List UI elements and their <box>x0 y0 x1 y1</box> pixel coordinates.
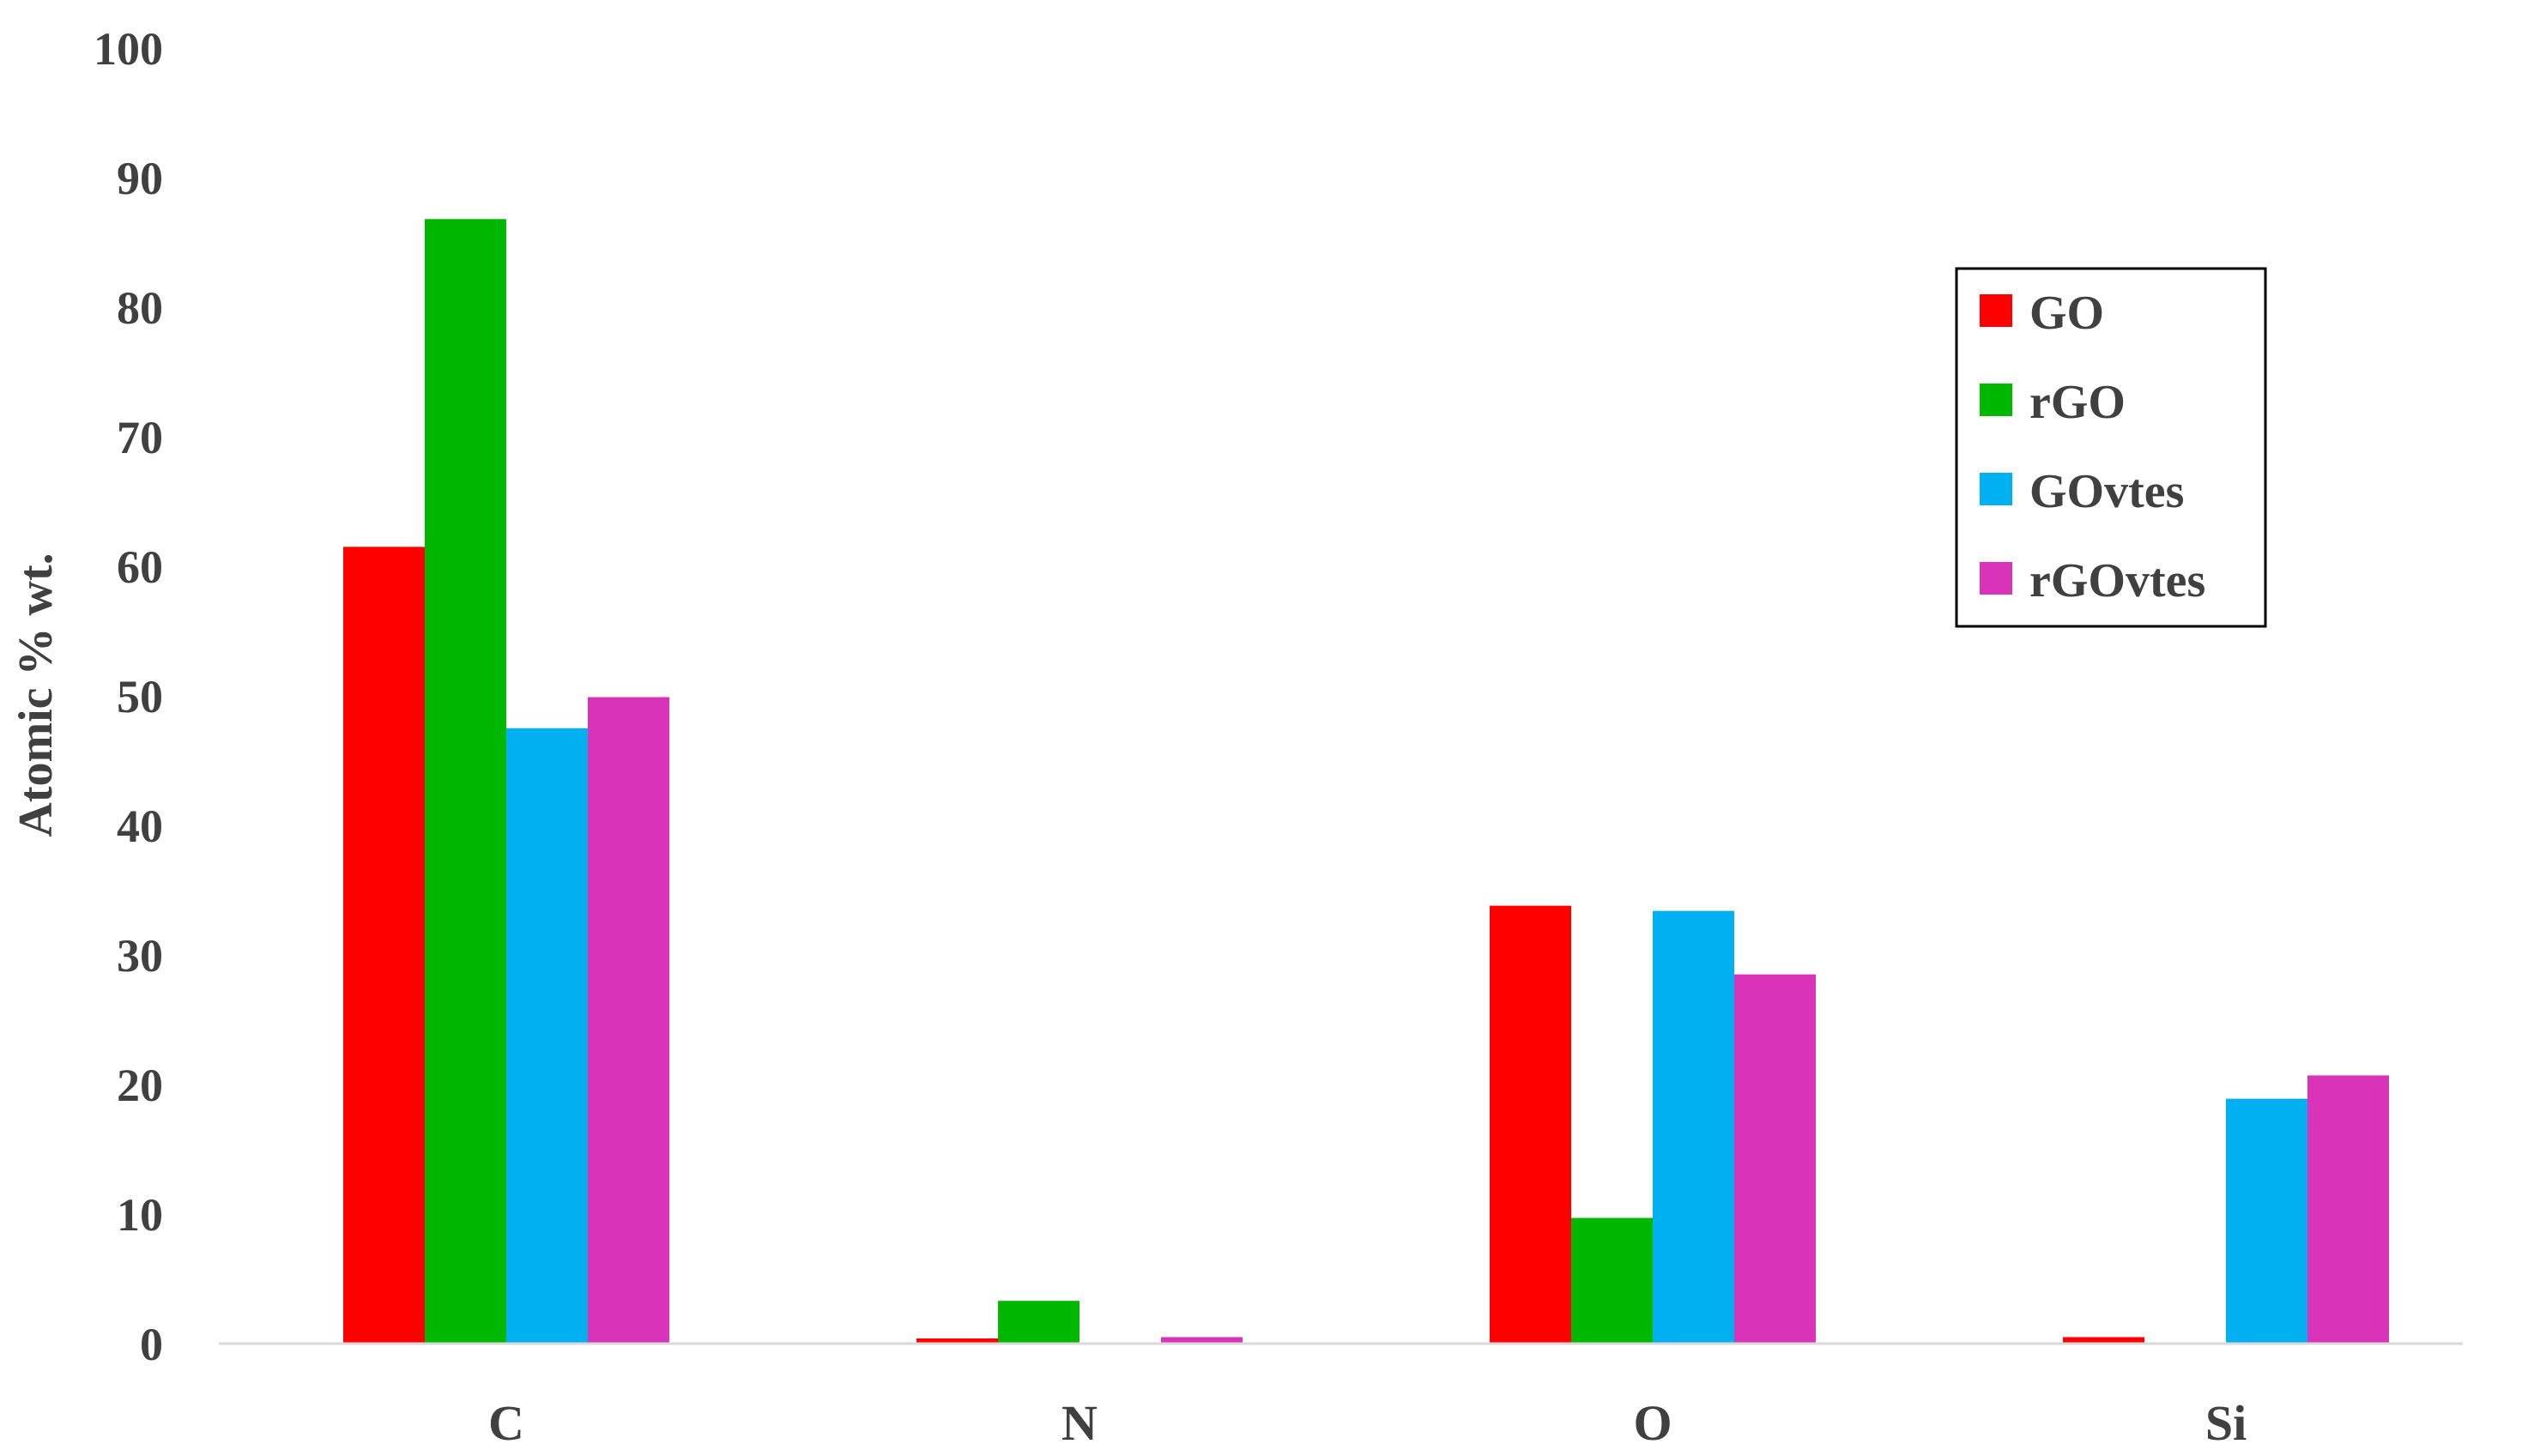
x-axis-ticks: C N O Si <box>488 1395 2247 1451</box>
bars <box>343 219 2389 1344</box>
bar-rgo-o <box>1571 1217 1653 1344</box>
bar-rgo-c <box>425 219 506 1344</box>
bar-go-o <box>1490 905 1571 1344</box>
y-tick-label: 90 <box>117 153 163 204</box>
y-tick-label: 30 <box>117 930 163 982</box>
x-tick-label: N <box>1061 1395 1098 1451</box>
y-tick-label: 10 <box>117 1189 163 1241</box>
legend-label-govtes: GOvtes <box>2029 465 2184 518</box>
y-tick-label: 0 <box>140 1319 163 1370</box>
legend-label-go: GO <box>2029 287 2104 340</box>
y-tick-label: 50 <box>117 671 163 722</box>
legend-label-rgo: rGO <box>2029 376 2126 429</box>
y-tick-label: 20 <box>117 1060 163 1111</box>
legend-swatch-rgo <box>1980 384 2012 416</box>
legend: GO rGO GOvtes rGOvtes <box>1955 267 2267 628</box>
bar-go-si <box>2063 1337 2144 1344</box>
bar-rgovtes-c <box>588 697 669 1344</box>
y-tick-label: 80 <box>117 282 163 334</box>
bar-govtes-si <box>2226 1098 2307 1344</box>
bar-go-c <box>343 547 425 1344</box>
bar-govtes-o <box>1653 910 1734 1344</box>
legend-label-rgovtes: rGOvtes <box>2029 554 2205 607</box>
y-tick-label: 70 <box>117 412 163 463</box>
y-axis-title: Atomic % wt. <box>9 553 63 837</box>
x-tick-label: O <box>1633 1395 1672 1451</box>
bar-rgo-n <box>998 1301 1080 1344</box>
y-axis-ticks: 0 10 20 30 40 50 60 70 80 90 100 <box>94 23 163 1370</box>
bar-govtes-c <box>506 728 588 1344</box>
bar-rgovtes-si <box>2307 1075 2389 1344</box>
bar-rgovtes-n <box>1161 1337 1243 1344</box>
y-tick-label: 40 <box>117 800 163 852</box>
bar-go-n <box>916 1338 998 1344</box>
x-tick-label: Si <box>2205 1395 2247 1451</box>
legend-swatch-govtes <box>1980 473 2012 505</box>
bar-rgovtes-o <box>1734 974 1816 1344</box>
y-tick-label: 100 <box>94 23 163 75</box>
x-tick-label: C <box>488 1395 524 1451</box>
legend-swatch-go <box>1980 294 2012 327</box>
legend-swatch-rgovtes <box>1980 562 2012 595</box>
y-tick-label: 60 <box>117 541 163 593</box>
